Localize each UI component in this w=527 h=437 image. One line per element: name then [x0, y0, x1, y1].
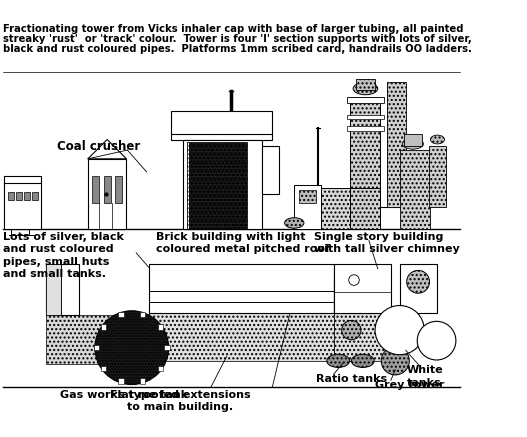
Bar — [94, 345, 99, 350]
Circle shape — [95, 311, 169, 385]
Bar — [158, 366, 163, 371]
Bar — [101, 366, 106, 371]
Bar — [347, 115, 384, 119]
Bar — [101, 324, 106, 329]
Bar — [299, 190, 316, 203]
Text: Gas works type tank: Gas works type tank — [60, 390, 188, 400]
Bar — [171, 111, 272, 135]
Polygon shape — [88, 139, 126, 159]
Ellipse shape — [353, 83, 378, 95]
Circle shape — [341, 320, 361, 340]
Bar — [158, 324, 163, 329]
Text: Brick building with light
coloured metal pitched roof: Brick building with light coloured metal… — [157, 232, 330, 254]
Ellipse shape — [431, 135, 444, 144]
Circle shape — [349, 275, 359, 285]
Bar — [347, 126, 384, 131]
Bar — [334, 273, 373, 312]
Bar — [4, 181, 41, 229]
Bar — [92, 177, 99, 203]
Bar — [24, 192, 30, 200]
Bar — [4, 177, 41, 183]
Bar — [46, 264, 79, 315]
Bar — [140, 378, 145, 384]
Bar — [164, 345, 170, 350]
Bar — [149, 264, 334, 312]
Bar — [88, 159, 126, 229]
Bar — [115, 177, 122, 203]
Text: Ratio tanks: Ratio tanks — [316, 374, 387, 384]
Bar — [104, 177, 111, 203]
Bar — [294, 185, 320, 229]
Ellipse shape — [402, 139, 423, 149]
Circle shape — [407, 271, 430, 293]
Circle shape — [381, 347, 409, 375]
Bar — [399, 150, 431, 229]
Bar — [347, 97, 384, 104]
Bar — [334, 264, 391, 312]
Bar — [32, 192, 38, 200]
Bar — [183, 140, 262, 229]
Bar — [189, 143, 246, 228]
Ellipse shape — [352, 354, 374, 368]
Bar — [399, 264, 436, 312]
Text: streaky 'rust'  or 'track' colour.  Tower is four 'I' section supports with lots: streaky 'rust' or 'track' colour. Tower … — [3, 34, 471, 44]
Text: Flat roofed extensions
to main building.: Flat roofed extensions to main building. — [110, 390, 250, 412]
Bar — [320, 188, 352, 229]
Bar — [149, 312, 334, 361]
Circle shape — [417, 321, 456, 360]
Bar — [349, 188, 380, 229]
Bar — [8, 192, 14, 200]
Circle shape — [375, 305, 424, 355]
Text: Fractionating tower from Vicks inhaler cap with base of larger tubing, all paint: Fractionating tower from Vicks inhaler c… — [3, 24, 463, 35]
Bar — [349, 97, 380, 207]
Bar — [118, 312, 123, 317]
Bar — [46, 264, 61, 315]
Bar — [404, 134, 422, 146]
Ellipse shape — [285, 218, 304, 228]
Text: Coal crusher: Coal crusher — [57, 139, 140, 153]
Bar — [428, 146, 446, 207]
Bar — [171, 134, 272, 140]
Bar — [356, 79, 375, 90]
Bar — [16, 192, 22, 200]
Bar — [386, 83, 406, 207]
Ellipse shape — [327, 354, 349, 368]
Text: Single story building
with tall silver chimney: Single story building with tall silver c… — [315, 232, 460, 254]
Bar — [118, 378, 123, 384]
Text: black and rust coloured pipes.  Platforms 1mm scribed card, handrails OO ladders: black and rust coloured pipes. Platforms… — [3, 44, 472, 54]
Bar — [140, 312, 145, 317]
Bar — [334, 312, 373, 361]
Text: Grey tower: Grey tower — [375, 380, 444, 390]
Bar — [334, 312, 391, 361]
Bar — [46, 315, 151, 364]
Bar — [187, 142, 247, 229]
Bar — [262, 146, 279, 194]
Text: White
tanks: White tanks — [407, 365, 443, 388]
Text: Lots of silver, black
and rust coloured
pipes, small huts
and small tanks.: Lots of silver, black and rust coloured … — [3, 232, 123, 279]
